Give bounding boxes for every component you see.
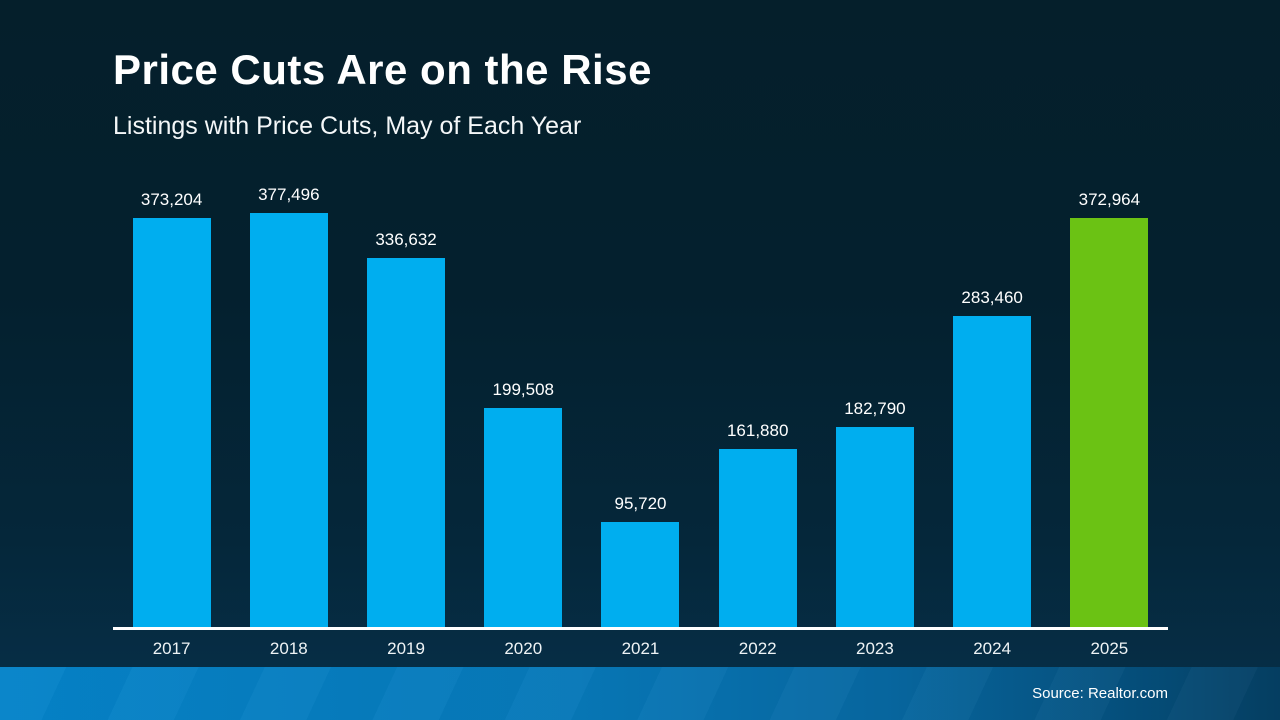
bar-slot: 373,204 — [113, 160, 230, 627]
bar — [953, 316, 1032, 627]
bar-value-label: 372,964 — [1078, 190, 1141, 209]
bar-highlighted — [1070, 218, 1149, 627]
bar-slot: 182,790 — [816, 160, 933, 627]
chart-header: Price Cuts Are on the Rise Listings with… — [113, 46, 652, 141]
bar-value-label: 161,880 — [726, 421, 789, 440]
bar — [718, 449, 797, 627]
bar-slot: 161,880 — [699, 160, 816, 627]
bar — [601, 522, 680, 627]
bar-value-label: 336,632 — [375, 230, 437, 249]
bar — [367, 258, 446, 627]
bar-slot: 199,508 — [465, 160, 582, 627]
x-axis-tick-label: 2022 — [738, 639, 777, 658]
x-axis-labels: 2017 2018 2019 2020 2021 2022 2023 2024 2025 — [113, 630, 1168, 659]
x-axis-tick-label: 2024 — [973, 639, 1012, 658]
bar-slot: 372,964 — [1051, 160, 1168, 627]
x-axis-tick-label: 2025 — [1090, 639, 1129, 658]
bar-value-label: 182,790 — [844, 399, 906, 418]
bar-slot: 336,632 — [347, 160, 464, 627]
bar-slot: 95,720 — [582, 160, 699, 627]
x-axis-tick-label: 2018 — [269, 639, 308, 658]
bar-value-label: 283,460 — [961, 288, 1023, 307]
source-credit: Source: Realtor.com — [1032, 685, 1168, 702]
x-axis-tick-label: 2021 — [621, 639, 660, 658]
x-axis-tick-label: 2020 — [504, 639, 543, 658]
x-axis-tick-label: 2019 — [387, 639, 425, 658]
bar — [835, 427, 914, 627]
footer-bar: Source: Realtor.com — [0, 667, 1280, 720]
bar-slot: 283,460 — [934, 160, 1051, 627]
x-axis-tick-label: 2017 — [152, 639, 191, 658]
bar-value-label: 373,204 — [140, 190, 203, 209]
bar-chart: 373,204 377,496 336,632 199,508 95,720 161,88… — [113, 160, 1168, 659]
plot-area: 373,204 377,496 336,632 199,508 95,720 161,88… — [113, 160, 1168, 630]
bar-value-label: 95,720 — [614, 494, 667, 513]
bar-value-label: 199,508 — [492, 380, 554, 399]
chart-title: Price Cuts Are on the Rise — [113, 46, 652, 93]
bar — [132, 218, 211, 627]
bar — [249, 213, 328, 627]
bar — [484, 408, 563, 627]
x-axis-tick-label: 2023 — [856, 639, 894, 658]
bar-value-label: 377,496 — [258, 185, 320, 204]
chart-subtitle: Listings with Price Cuts, May of Each Ye… — [113, 112, 582, 140]
bar-slot: 377,496 — [230, 160, 347, 627]
